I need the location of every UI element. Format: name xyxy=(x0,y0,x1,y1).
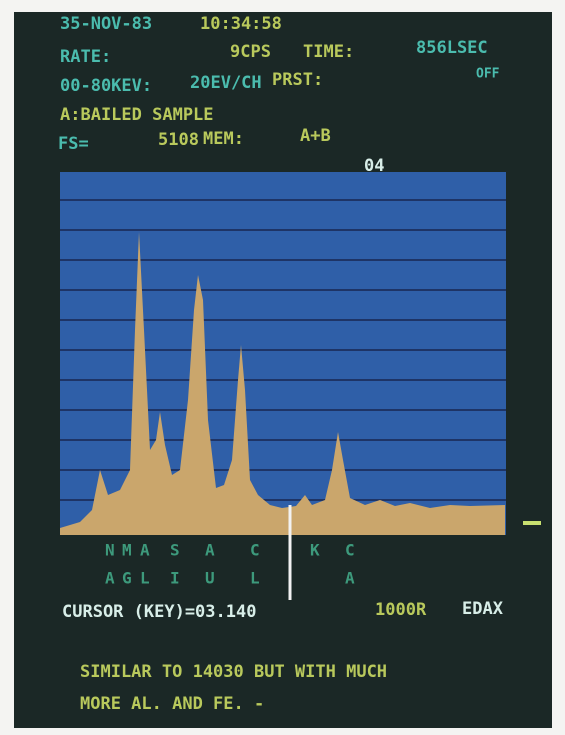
element-label: C xyxy=(345,541,355,560)
element-label: C xyxy=(250,541,260,560)
element-label: A xyxy=(205,541,215,560)
cursor-readout: CURSOR (KEY)=03.140 xyxy=(62,602,256,622)
screen: 35-NOV-83 10:34:58 RATE: 9CPS TIME: 856L… xyxy=(0,0,565,731)
element-label: L xyxy=(250,569,260,588)
fs-label: FS= xyxy=(58,134,89,154)
resolution: 20EV/CH xyxy=(190,73,262,93)
mem: A+B xyxy=(300,126,331,146)
note-line: MORE AL. AND FE. - xyxy=(80,694,264,714)
fs: 5108 xyxy=(158,130,199,150)
live-time: 856LSEC xyxy=(416,38,488,58)
mem-label: MEM: xyxy=(203,129,244,149)
rate: 9CPS xyxy=(230,42,271,62)
element-label: N xyxy=(105,541,115,560)
marker: 04 xyxy=(364,156,384,176)
preset-label: PRST: xyxy=(272,70,323,90)
element-label: G xyxy=(122,569,132,588)
element-label: A xyxy=(345,569,355,588)
range: 00-80KEV: xyxy=(60,76,152,96)
element-label: U xyxy=(205,569,215,588)
element-label: S xyxy=(170,541,180,560)
element-label: L xyxy=(140,569,150,588)
note-line: SIMILAR TO 14030 BUT WITH MUCH xyxy=(80,662,387,682)
date: 35-NOV-83 xyxy=(60,14,152,34)
time-label: TIME: xyxy=(303,42,354,62)
brand: EDAX xyxy=(462,599,504,619)
element-label: A xyxy=(105,569,115,588)
sample: A:BAILED SAMPLE xyxy=(60,105,214,125)
preset: OFF xyxy=(476,67,500,82)
element-label: I xyxy=(170,569,180,588)
level-mark xyxy=(523,521,541,525)
scale: 1000R xyxy=(375,600,427,620)
element-label: M xyxy=(122,541,132,560)
element-label: A xyxy=(140,541,150,560)
time: 10:34:58 xyxy=(200,14,282,34)
element-label: K xyxy=(310,541,320,560)
rate-label: RATE: xyxy=(60,47,111,67)
